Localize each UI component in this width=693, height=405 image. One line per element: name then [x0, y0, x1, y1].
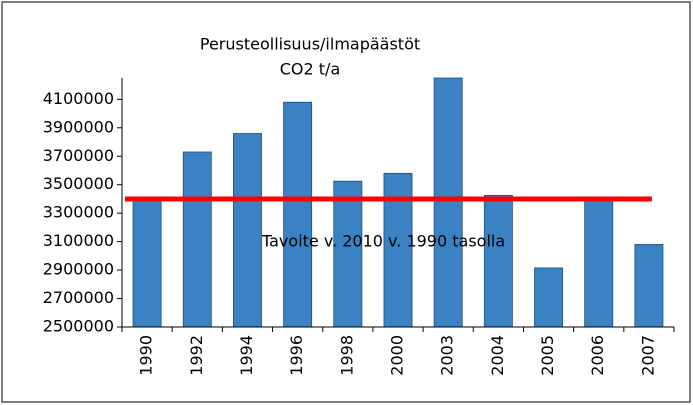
y-tick-label: 3900000: [43, 117, 114, 136]
x-tick-label: 1996: [287, 335, 306, 376]
y-tick-label: 3100000: [43, 231, 114, 250]
x-tick-label: 1990: [137, 335, 156, 376]
y-tick-label: 2900000: [43, 260, 114, 279]
y-tick-label: 3300000: [43, 203, 114, 222]
y-tick-label: 2700000: [43, 288, 114, 307]
y-tick-label: 3500000: [43, 174, 114, 193]
x-tick-label: 1992: [187, 335, 206, 376]
target-label: Tavoite v. 2010 v. 1990 tasolla: [261, 232, 505, 251]
x-tick-label: 2007: [638, 335, 657, 376]
bar: [433, 77, 463, 328]
bar: [584, 198, 614, 328]
bar: [634, 244, 664, 328]
bar: [534, 267, 563, 328]
x-tick-label: 1998: [337, 335, 356, 376]
x-tick-label: 1994: [237, 335, 256, 376]
bar: [333, 180, 363, 328]
bar: [233, 133, 262, 328]
y-tick-label: 3700000: [43, 146, 114, 165]
x-tick-label: 2000: [388, 335, 407, 376]
x-tick-label: 2004: [488, 335, 507, 376]
x-tick-label: 2005: [538, 335, 557, 376]
bar: [483, 194, 513, 328]
bar: [132, 198, 162, 328]
chart-subtitle: CO2 t/a: [280, 60, 341, 79]
y-tick-label: 4100000: [43, 89, 114, 108]
x-tick-label: 2003: [438, 335, 457, 376]
bar: [182, 151, 212, 328]
x-tick-label: 2006: [588, 335, 607, 376]
y-tick-label: 2500000: [43, 317, 114, 336]
bar: [283, 101, 313, 328]
chart-title: Perusteollisuus/ilmapäästöt: [200, 35, 420, 54]
